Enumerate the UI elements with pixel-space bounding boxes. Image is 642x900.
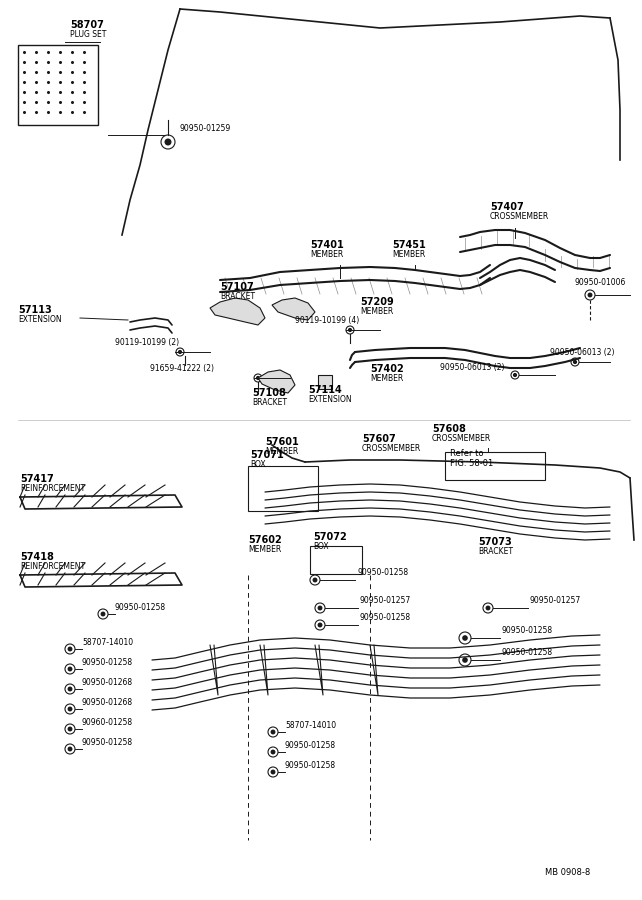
Text: 57401: 57401 [310, 240, 343, 250]
Circle shape [588, 293, 592, 297]
Text: 90950-06013 (2): 90950-06013 (2) [550, 348, 614, 357]
Circle shape [68, 667, 72, 670]
Text: 90950-01257: 90950-01257 [360, 596, 412, 605]
Bar [18, 45, 98, 125]
Text: 90950-01258: 90950-01258 [115, 603, 166, 612]
Text: 90119-10199 (2): 90119-10199 (2) [115, 338, 179, 347]
Text: MEMBER: MEMBER [370, 374, 403, 383]
Text: BOX: BOX [313, 542, 329, 551]
Text: FIG. 58-01: FIG. 58-01 [450, 459, 493, 468]
Text: 57113: 57113 [18, 305, 52, 315]
Text: MEMBER: MEMBER [310, 250, 343, 259]
Text: EXTENSION: EXTENSION [308, 395, 352, 404]
Circle shape [68, 688, 72, 691]
Circle shape [101, 612, 105, 616]
Text: 57601: 57601 [265, 437, 299, 447]
Text: 57402: 57402 [370, 364, 404, 374]
Text: 90950-01258: 90950-01258 [502, 626, 553, 635]
Polygon shape [272, 298, 315, 320]
Text: 57108: 57108 [252, 388, 286, 398]
Circle shape [68, 707, 72, 711]
Text: 57209: 57209 [360, 297, 394, 307]
Circle shape [349, 328, 351, 331]
Text: 58707: 58707 [70, 20, 104, 30]
Text: 57417: 57417 [20, 474, 54, 484]
Text: 90950-01006: 90950-01006 [575, 278, 627, 287]
Bar [318, 375, 332, 389]
Text: MEMBER: MEMBER [392, 250, 425, 259]
Text: Refer to: Refer to [450, 449, 483, 458]
Text: 90960-01258: 90960-01258 [82, 718, 133, 727]
Bar [248, 466, 318, 511]
Circle shape [68, 727, 72, 731]
Bar [445, 452, 545, 480]
Text: MEMBER: MEMBER [248, 545, 281, 554]
Text: CROSSMEMBER: CROSSMEMBER [362, 444, 421, 453]
Text: 57071: 57071 [250, 450, 284, 460]
Text: EXTENSION: EXTENSION [18, 315, 62, 324]
Text: 57073: 57073 [478, 537, 512, 547]
Text: 57418: 57418 [20, 552, 54, 562]
Text: 90950-01268: 90950-01268 [82, 678, 133, 687]
Circle shape [318, 607, 322, 610]
Text: 90950-06013 (2): 90950-06013 (2) [440, 363, 505, 372]
Text: 90950-01259: 90950-01259 [180, 124, 231, 133]
Text: 90950-01258: 90950-01258 [502, 648, 553, 657]
Circle shape [178, 351, 182, 354]
Text: 90950-01258: 90950-01258 [360, 613, 411, 622]
Text: 57451: 57451 [392, 240, 426, 250]
Circle shape [257, 376, 259, 380]
Text: 57072: 57072 [313, 532, 347, 542]
Text: 57602: 57602 [248, 535, 282, 545]
Text: BOX: BOX [250, 460, 266, 469]
Bar [310, 546, 362, 574]
Text: CROSSMEMBER: CROSSMEMBER [432, 434, 491, 443]
Text: 90950-01258: 90950-01258 [82, 738, 133, 747]
Text: BRACKET: BRACKET [252, 398, 287, 407]
Circle shape [68, 747, 72, 751]
Circle shape [514, 374, 516, 376]
Text: MEMBER: MEMBER [360, 307, 394, 316]
Circle shape [165, 140, 171, 145]
Text: BRACKET: BRACKET [220, 292, 255, 301]
Circle shape [313, 579, 317, 581]
Circle shape [318, 623, 322, 626]
Circle shape [68, 647, 72, 651]
Text: 57407: 57407 [490, 202, 524, 212]
Text: REINFORCEMENT: REINFORCEMENT [20, 562, 85, 571]
Text: 57114: 57114 [308, 385, 342, 395]
Circle shape [272, 770, 275, 774]
Circle shape [463, 636, 467, 640]
Text: 57107: 57107 [220, 282, 254, 292]
Text: 90119-10199 (4): 90119-10199 (4) [295, 316, 360, 325]
Text: 90950-01258: 90950-01258 [285, 741, 336, 750]
Text: REINFORCEMENT: REINFORCEMENT [20, 484, 85, 493]
Text: 90950-01257: 90950-01257 [530, 596, 581, 605]
Text: MB 0908-8: MB 0908-8 [545, 868, 590, 877]
Text: 90950-01258: 90950-01258 [285, 761, 336, 770]
Text: 58707-14010: 58707-14010 [285, 721, 336, 730]
Text: 90950-01258: 90950-01258 [82, 658, 133, 667]
Circle shape [463, 658, 467, 662]
Circle shape [272, 751, 275, 754]
Circle shape [486, 607, 490, 610]
Text: CROSSMEMBER: CROSSMEMBER [490, 212, 550, 221]
Text: 58707-14010: 58707-14010 [82, 638, 133, 647]
Text: 57607: 57607 [362, 434, 395, 444]
Text: 57608: 57608 [432, 424, 466, 434]
Polygon shape [210, 298, 265, 325]
Text: 90950-01258: 90950-01258 [358, 568, 409, 577]
Text: MEMBER: MEMBER [265, 447, 299, 456]
Circle shape [573, 361, 577, 364]
Text: BRACKET: BRACKET [478, 547, 513, 556]
Polygon shape [258, 370, 295, 393]
Text: 90950-01268: 90950-01268 [82, 698, 133, 707]
Text: PLUG SET: PLUG SET [70, 30, 107, 39]
Circle shape [272, 730, 275, 734]
Text: 91659-41222 (2): 91659-41222 (2) [150, 364, 214, 373]
